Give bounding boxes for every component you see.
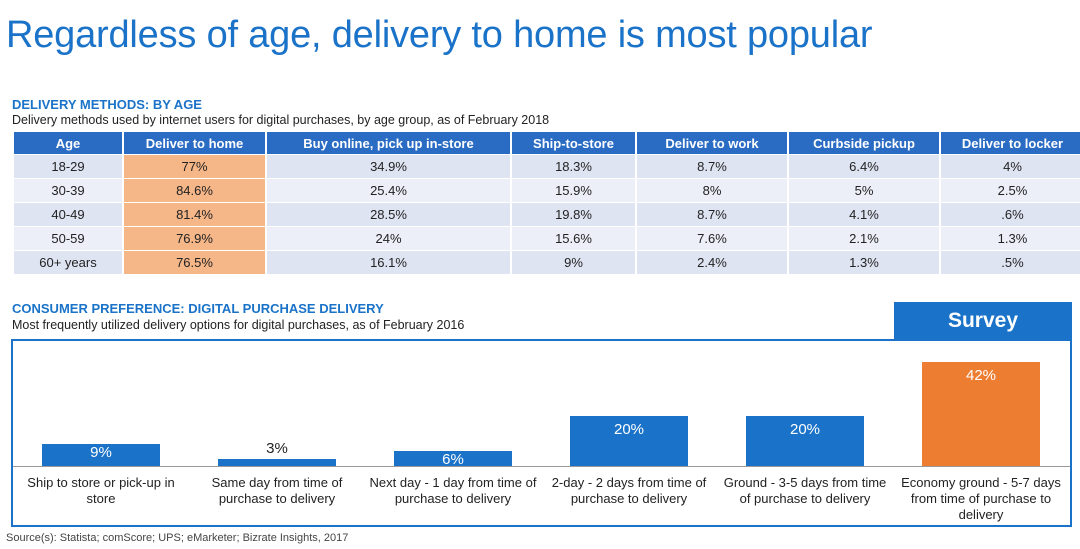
source-note: Source(s): Statista; comScore; UPS; eMar… <box>6 532 349 544</box>
table-cell: 5% <box>789 179 939 202</box>
row-label-cell: 60+ years <box>14 251 122 274</box>
table-cell: 15.9% <box>512 179 635 202</box>
data-label: 6% <box>442 451 464 469</box>
table-body: 18-29 77% 34.9% 18.3% 8.7% 6.4% 4% 30-39 84.6% 25… <box>14 155 1080 274</box>
page-title: Regardless of age, delivery to home is m… <box>6 14 873 56</box>
data-label: 9% <box>90 443 112 461</box>
table-cell: 19.8% <box>512 203 635 226</box>
table-cell: 6.4% <box>789 155 939 178</box>
table-cell: 7.6% <box>637 227 787 250</box>
bar <box>922 362 1040 466</box>
table-cell: 16.1% <box>267 251 510 274</box>
table-cell: 2.1% <box>789 227 939 250</box>
column-header: Deliver to work <box>637 132 787 154</box>
table-cell: 8% <box>637 179 787 202</box>
table-row: 60+ years 76.5% 16.1% 9% 2.4% 1.3% .5% <box>14 251 1080 274</box>
bar <box>746 416 864 466</box>
column-header: Ship-to-store <box>512 132 635 154</box>
table-cell: 15.6% <box>512 227 635 250</box>
table-cell: 28.5% <box>267 203 510 226</box>
category-label: Economy ground - 5-7 days from time of p… <box>901 475 1061 522</box>
table-cell: 8.7% <box>637 203 787 226</box>
chart-baseline <box>13 466 1070 467</box>
table-heading: DELIVERY METHODS: BY AGE <box>12 97 202 112</box>
category-label: 2-day - 2 days from time of purchase to … <box>551 475 707 506</box>
table-row: 40-49 81.4% 28.5% 19.8% 8.7% 4.1% .6% <box>14 203 1080 226</box>
table-cell: 84.6% <box>124 179 265 202</box>
delivery-preference-chart: 9% Ship to store or pick-up in store 3% Sam… <box>11 339 1072 527</box>
delivery-methods-table: Age Deliver to home Buy online, pick up in… <box>12 131 1080 275</box>
chart-subheading: Most frequently utilized delivery option… <box>12 318 465 332</box>
data-label: 20% <box>789 421 821 439</box>
row-label-cell: 40-49 <box>14 203 122 226</box>
bar <box>394 451 512 466</box>
category-label: Ground - 3-5 days from time of purchase … <box>723 475 887 506</box>
category-label: Ship to store or pick-up in store <box>27 475 175 506</box>
bar <box>218 458 336 466</box>
table-cell: 2.5% <box>941 179 1080 202</box>
row-label-cell: 50-59 <box>14 227 122 250</box>
column-header: Age <box>14 132 122 154</box>
table-subheading: Delivery methods used by internet users … <box>12 113 550 127</box>
column-header: Curbside pickup <box>789 132 939 154</box>
table-row: 50-59 76.9% 24% 15.6% 7.6% 2.1% 1.3% <box>14 227 1080 250</box>
table-header-row: Age Deliver to home Buy online, pick up in… <box>14 132 1080 154</box>
survey-badge: Survey <box>894 302 1072 340</box>
table-cell: 4.1% <box>789 203 939 226</box>
table-cell: .5% <box>941 251 1080 274</box>
table-cell: 1.3% <box>941 227 1080 250</box>
data-label: 42% <box>965 367 997 384</box>
table-cell: 25.4% <box>267 179 510 202</box>
table-cell: 4% <box>941 155 1080 178</box>
row-label-cell: 18-29 <box>14 155 122 178</box>
category-label: Same day from time of purchase to delive… <box>211 475 343 506</box>
table-cell: .6% <box>941 203 1080 226</box>
data-label: 3% <box>266 439 288 457</box>
table-row: 18-29 77% 34.9% 18.3% 8.7% 6.4% 4% <box>14 155 1080 178</box>
table-cell: 1.3% <box>789 251 939 274</box>
table-row: 30-39 84.6% 25.4% 15.9% 8% 5% 2.5% <box>14 179 1080 202</box>
table-cell: 76.5% <box>124 251 265 274</box>
table-cell: 81.4% <box>124 203 265 226</box>
table-cell: 34.9% <box>267 155 510 178</box>
column-header: Deliver to locker <box>941 132 1080 154</box>
table-cell: 24% <box>267 227 510 250</box>
bar <box>42 443 160 466</box>
table-cell: 18.3% <box>512 155 635 178</box>
bar <box>570 416 688 466</box>
category-label: Next day - 1 day from time of purchase t… <box>369 475 537 506</box>
table-cell: 9% <box>512 251 635 274</box>
column-header: Deliver to home <box>124 132 265 154</box>
chart-heading: CONSUMER PREFERENCE: DIGITAL PURCHASE DE… <box>12 301 384 316</box>
table-cell: 76.9% <box>124 227 265 250</box>
column-header: Buy online, pick up in-store <box>267 132 510 154</box>
table-cell: 2.4% <box>637 251 787 274</box>
row-label-cell: 30-39 <box>14 179 122 202</box>
data-label: 20% <box>613 421 645 439</box>
table-cell: 8.7% <box>637 155 787 178</box>
table-cell: 77% <box>124 155 265 178</box>
